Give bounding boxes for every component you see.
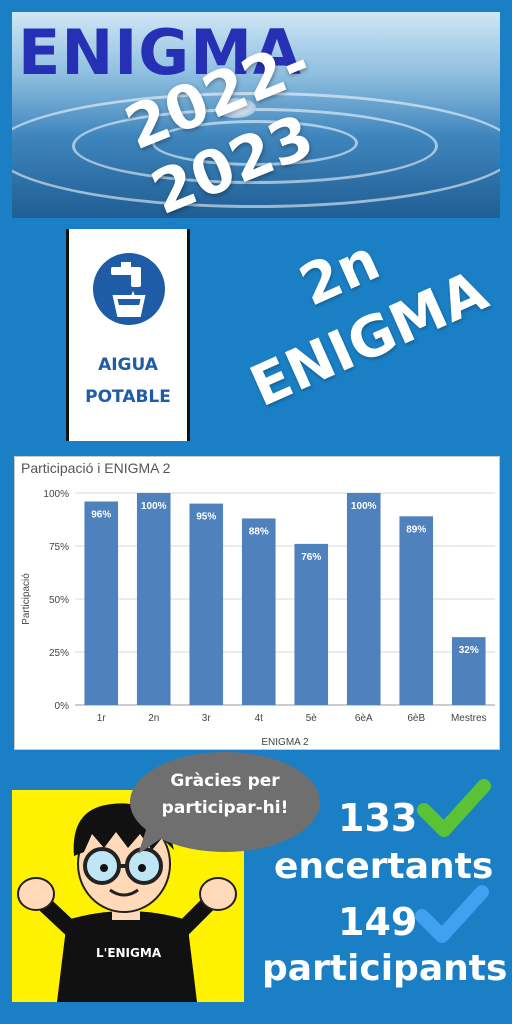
- bar-data-label: 95%: [196, 512, 216, 523]
- speech-line1: Gràcies per: [170, 771, 280, 791]
- blue-check-icon: [415, 885, 489, 943]
- chart-title: Participació i ENIGMA 2: [21, 460, 171, 476]
- correct-count: 133: [338, 796, 418, 840]
- bar-data-label: 88%: [249, 526, 269, 537]
- y-tick-label: 50%: [49, 595, 69, 606]
- sign-label-line1: AIGUA: [98, 355, 158, 375]
- header-banner: ENIGMA 2022-2023: [12, 12, 500, 218]
- correct-label: encertants: [274, 846, 494, 887]
- chart-bar: [136, 493, 171, 705]
- y-tick-label: 0%: [55, 701, 70, 712]
- chart-bar: [189, 503, 224, 705]
- bar-data-label: 96%: [91, 509, 111, 520]
- bar-chart-canvas: 0% 25% 50% 75% 100% 96% 1r 100% 2n 95% 3r 88% 4t 76% 5…: [21, 489, 495, 748]
- chart-bar: [241, 518, 276, 705]
- enigma-number-label: 2n ENIGMA: [207, 188, 512, 486]
- water-drop-icon: [216, 98, 256, 118]
- x-tick-label: Mestres: [451, 713, 487, 724]
- y-axis-title: Participació: [21, 573, 32, 625]
- drinking-water-sign: AIGUA POTABLE: [66, 229, 190, 441]
- bar-data-label: 89%: [406, 524, 426, 535]
- speech-bubble: [130, 752, 320, 852]
- participants-count: 149: [338, 900, 418, 944]
- speech-bubble-text: Gràcies per participar-hi!: [130, 768, 320, 822]
- x-tick-label: 6èA: [355, 713, 373, 724]
- bar-data-label: 32%: [459, 645, 479, 656]
- y-tick-label: 75%: [49, 542, 69, 553]
- bar-data-label: 100%: [351, 501, 377, 512]
- x-tick-label: 6èB: [407, 713, 425, 724]
- bar-data-label: 100%: [141, 501, 167, 512]
- bar-data-label: 76%: [301, 552, 321, 563]
- chart-bar: [84, 501, 119, 705]
- y-tick-label: 100%: [43, 489, 69, 500]
- x-tick-label: 1r: [97, 713, 107, 724]
- speech-line2: participar-hi!: [161, 798, 289, 818]
- water-tap-icon: [93, 253, 165, 325]
- x-tick-label: 3r: [202, 713, 212, 724]
- x-tick-label: 5è: [306, 713, 318, 724]
- water-ripple: [12, 92, 500, 208]
- cartoon-boy-icon: [17, 803, 237, 1002]
- chart-bar: [294, 543, 329, 705]
- participation-chart: Participació i ENIGMA 2 0% 25% 50% 75% 100% 9…: [14, 456, 500, 750]
- y-tick-label: 25%: [49, 648, 69, 659]
- green-check-icon: [417, 779, 491, 837]
- participants-label: participants: [262, 948, 508, 989]
- chart-bar: [399, 516, 434, 705]
- x-axis-title: ENIGMA 2: [261, 737, 309, 748]
- sign-label-line2: POTABLE: [85, 387, 171, 407]
- chart-bar: [346, 493, 381, 705]
- x-tick-label: 2n: [148, 713, 159, 724]
- chart-bar: [451, 637, 486, 705]
- shirt-text: L'ENIGMA: [96, 946, 162, 960]
- x-tick-label: 4t: [255, 713, 264, 724]
- banner-title: ENIGMA: [18, 16, 302, 89]
